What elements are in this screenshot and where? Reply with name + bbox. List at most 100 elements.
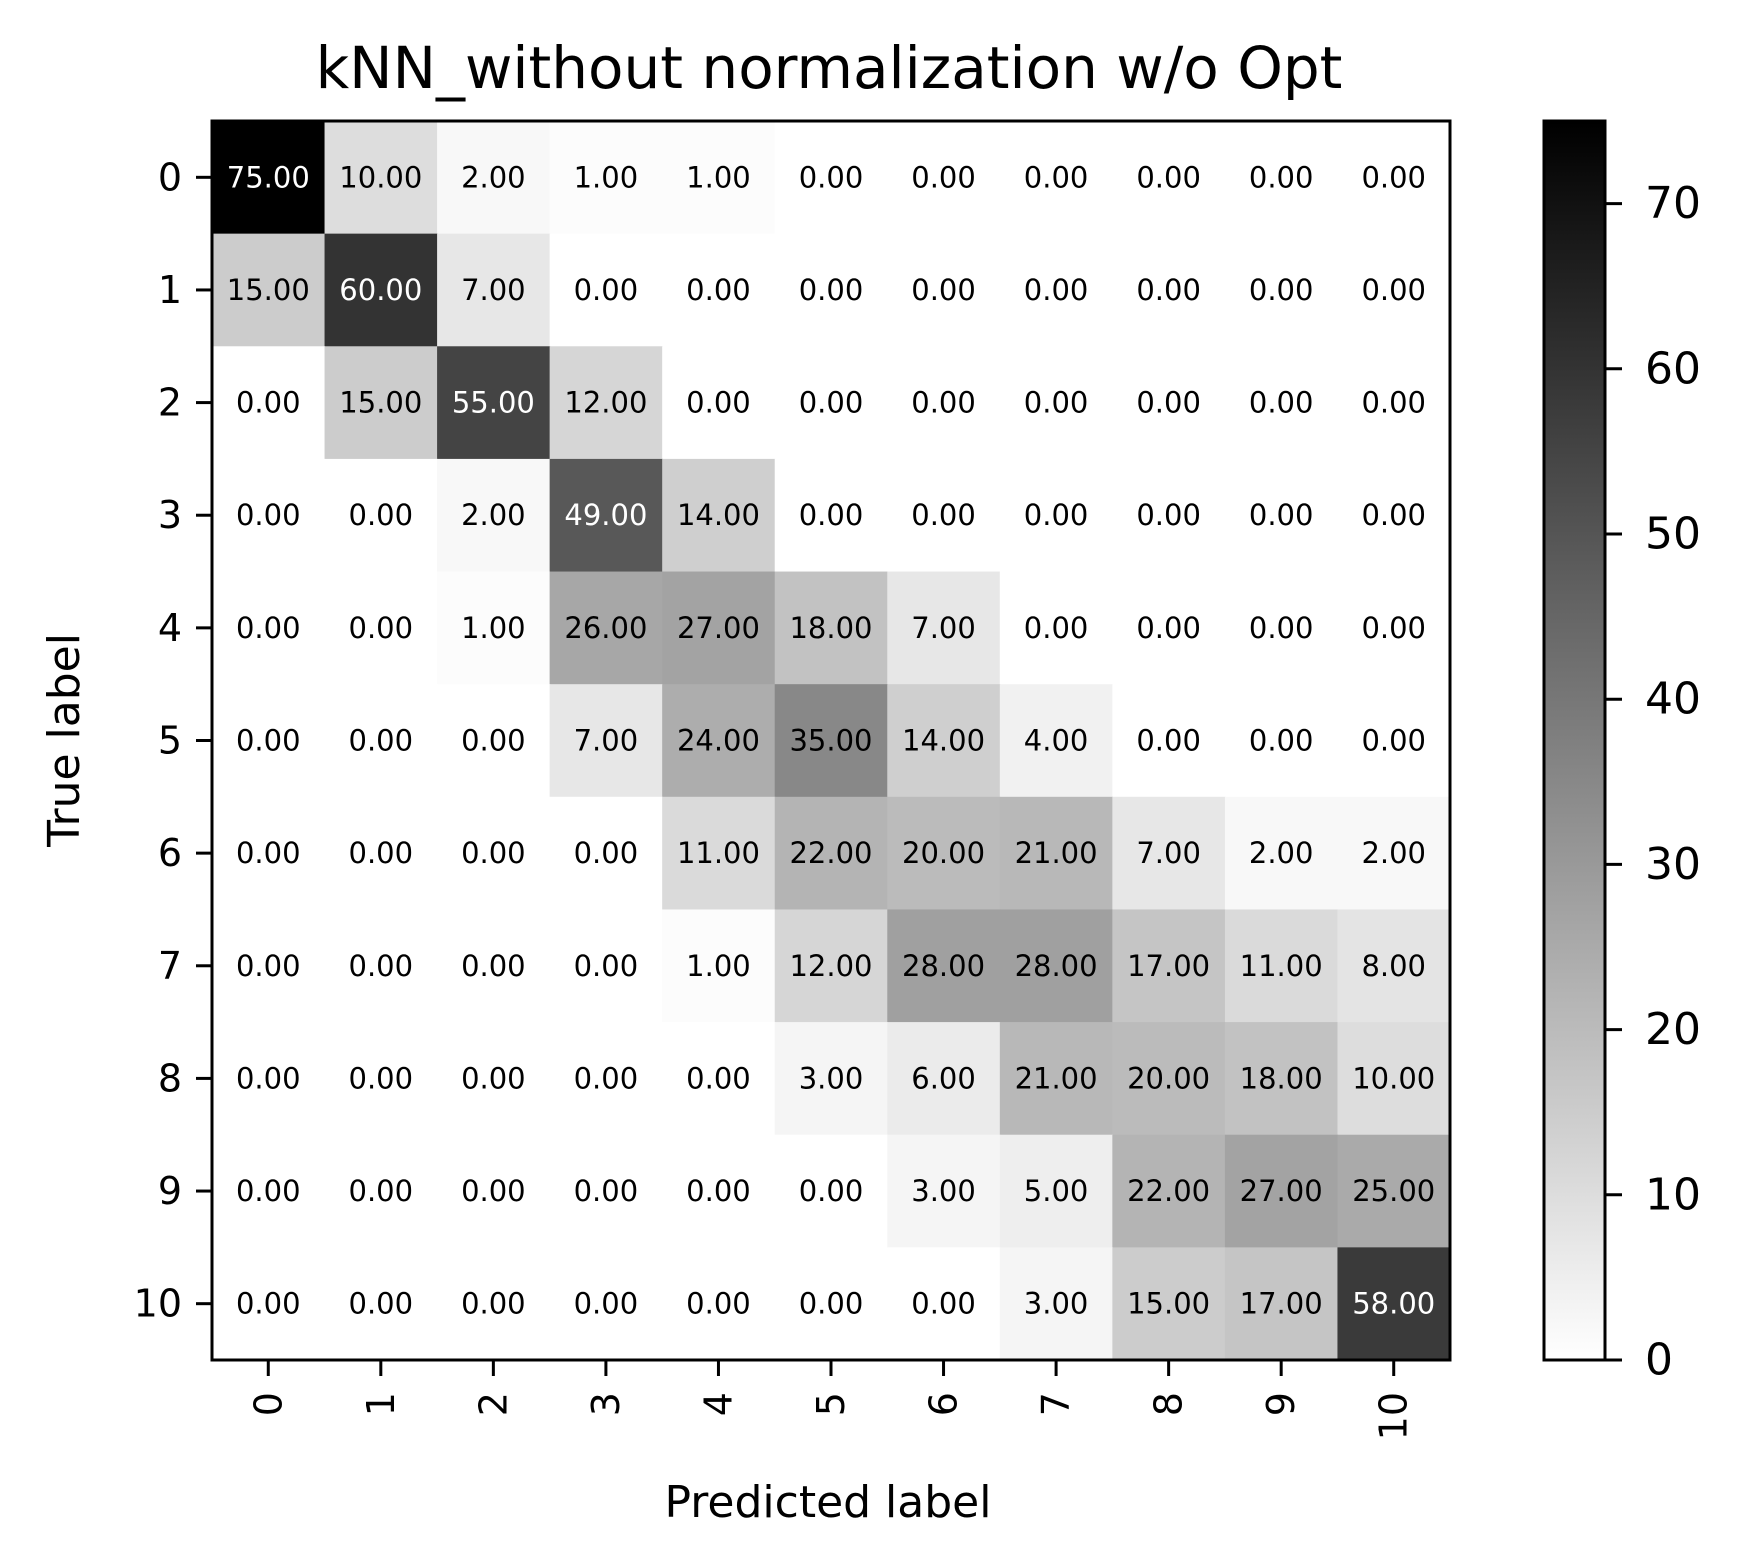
heatmap-cell <box>774 1134 888 1248</box>
cell-value-label: 0.00 <box>686 273 751 307</box>
heatmap-cell <box>1224 571 1339 685</box>
cell-value-label: 0.00 <box>349 1174 414 1208</box>
cell-value-label: 75.00 <box>227 160 310 194</box>
x-tick-label: 8 <box>1147 1392 1191 1416</box>
heatmap-cell <box>887 458 1001 573</box>
heatmap-cell <box>999 1022 1113 1136</box>
cell-value-label: 0.00 <box>349 836 414 870</box>
colorbar-tick-label: 0 <box>1645 1335 1673 1386</box>
cell-value-label: 22.00 <box>1127 1174 1210 1208</box>
heatmap-cell <box>1224 1247 1339 1361</box>
heatmap-cell <box>324 346 438 460</box>
cell-value-label: 58.00 <box>1352 1287 1435 1321</box>
cell-value-label: 55.00 <box>452 386 535 420</box>
cell-value-label: 0.00 <box>911 1287 976 1321</box>
cell-value-label: 0.00 <box>911 273 976 307</box>
heatmap-cell <box>549 458 663 573</box>
cell-value-label: 0.00 <box>686 1287 751 1321</box>
cell-value-label: 0.00 <box>1249 498 1314 532</box>
heatmap-cell <box>1112 233 1226 347</box>
cell-value-label: 0.00 <box>1024 160 1089 194</box>
cell-value-label: 7.00 <box>1136 836 1201 870</box>
cell-value-label: 0.00 <box>236 724 301 758</box>
cell-value-label: 2.00 <box>1249 836 1314 870</box>
cell-value-label: 1.00 <box>686 160 751 194</box>
y-tick-label: 5 <box>158 719 182 763</box>
heatmap-cell <box>1224 458 1339 573</box>
heatmap-cell <box>662 1134 776 1248</box>
heatmap-cell <box>549 346 663 460</box>
cell-value-label: 0.00 <box>686 1061 751 1095</box>
colorbar-tick-label: 20 <box>1645 1004 1701 1055</box>
heatmap-cell <box>662 909 776 1023</box>
cell-value-label: 2.00 <box>1361 836 1426 870</box>
heatmap-cell <box>324 121 438 235</box>
cell-value-label: 0.00 <box>799 498 864 532</box>
heatmap-cell <box>212 1022 326 1136</box>
cell-value-label: 0.00 <box>236 498 301 532</box>
heatmap-cell <box>324 571 438 685</box>
heatmap-cell <box>774 796 888 911</box>
cell-value-label: 0.00 <box>349 1287 414 1321</box>
cell-value-label: 0.00 <box>574 273 639 307</box>
heatmap-cell <box>324 458 438 573</box>
heatmap-cell <box>887 121 1001 235</box>
heatmap-cell <box>887 1134 1001 1248</box>
cell-value-label: 0.00 <box>236 949 301 983</box>
heatmap-cell <box>999 1134 1113 1248</box>
x-tick-label: 5 <box>809 1392 853 1416</box>
heatmap-cell <box>662 684 776 798</box>
x-tick-label: 3 <box>584 1392 628 1416</box>
heatmap-cell <box>549 233 663 347</box>
heatmap-cell <box>549 684 663 798</box>
heatmap-cell <box>1224 909 1339 1023</box>
cell-value-label: 0.00 <box>349 498 414 532</box>
heatmap-cell <box>1224 346 1339 460</box>
heatmap-cell <box>437 684 551 798</box>
heatmap-cell <box>887 1247 1001 1361</box>
cell-value-label: 0.00 <box>461 1061 526 1095</box>
heatmap-cell <box>774 571 888 685</box>
cell-value-label: 60.00 <box>339 273 422 307</box>
heatmap-cell <box>437 1247 551 1361</box>
heatmap-cell <box>887 909 1001 1023</box>
cell-value-label: 0.00 <box>799 386 864 420</box>
cell-value-label: 0.00 <box>799 273 864 307</box>
heatmap-cell <box>1337 121 1451 235</box>
cell-value-label: 11.00 <box>1240 949 1323 983</box>
cell-value-label: 0.00 <box>1249 273 1314 307</box>
heatmap-cell <box>999 346 1113 460</box>
cell-value-label: 1.00 <box>461 611 526 645</box>
heatmap-cell <box>437 909 551 1023</box>
heatmap-cell <box>212 458 326 573</box>
cell-value-label: 0.00 <box>1136 273 1201 307</box>
x-tick-label: 9 <box>1259 1392 1303 1416</box>
cell-value-label: 0.00 <box>1136 498 1201 532</box>
heatmap-cell <box>774 1247 888 1361</box>
heatmap-cell <box>212 1134 326 1248</box>
heatmap-cell <box>437 1134 551 1248</box>
heatmap-cell <box>437 571 551 685</box>
cell-value-label: 3.00 <box>911 1174 976 1208</box>
y-tick-label: 4 <box>158 606 182 650</box>
cell-value-label: 0.00 <box>236 1174 301 1208</box>
y-axis-label: True label <box>39 633 90 848</box>
cell-value-label: 20.00 <box>902 836 985 870</box>
heatmap-cell <box>437 458 551 573</box>
heatmap-cell <box>212 796 326 911</box>
cell-value-label: 0.00 <box>461 724 526 758</box>
cell-value-label: 0.00 <box>1249 386 1314 420</box>
heatmap-cell <box>1224 684 1339 798</box>
y-tick-label: 6 <box>158 831 182 875</box>
heatmap-cell <box>212 571 326 685</box>
heatmap-cell <box>662 458 776 573</box>
heatmap-cell <box>1224 1134 1339 1248</box>
heatmap-cell <box>437 796 551 911</box>
heatmap-cell <box>1112 1134 1226 1248</box>
heatmap-cell <box>887 684 1001 798</box>
x-tick-label: 10 <box>1372 1392 1416 1440</box>
heatmap-cell <box>549 1022 663 1136</box>
heatmap-cell <box>1112 346 1226 460</box>
heatmap-cell <box>1337 1247 1451 1361</box>
heatmap-cell <box>999 1247 1113 1361</box>
